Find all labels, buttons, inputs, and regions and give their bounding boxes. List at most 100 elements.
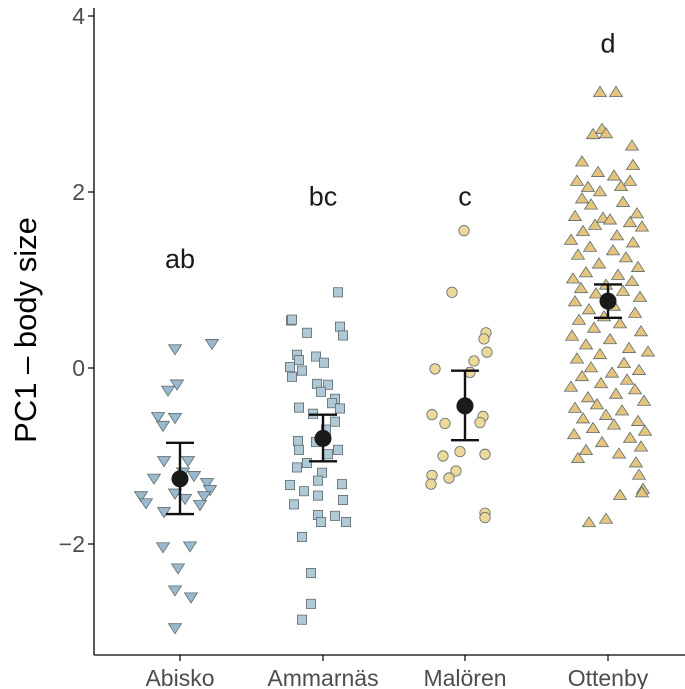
data-point [563, 233, 579, 245]
data-point [583, 198, 599, 210]
data-point [296, 531, 307, 542]
data-point [604, 366, 620, 378]
data-point [567, 401, 583, 413]
data-point [566, 427, 582, 440]
data-point [199, 478, 215, 490]
data-point [608, 387, 624, 399]
data-point [326, 398, 337, 409]
data-point [587, 218, 603, 230]
data-point [305, 568, 316, 579]
data-point [615, 284, 631, 296]
x-axis-ticks: Abisko Ammarnäs Malören Ottenby [145, 655, 649, 689]
data-point [624, 274, 640, 287]
data-point [450, 465, 462, 477]
data-point [633, 440, 649, 452]
data-point [609, 229, 625, 241]
data-point [627, 306, 643, 318]
data-point [613, 179, 629, 192]
data-point [293, 444, 304, 455]
data-point [574, 192, 590, 204]
data-point [612, 317, 628, 329]
data-point [633, 325, 649, 337]
data-point [133, 491, 149, 503]
data-point [574, 369, 590, 382]
y-tick-label: 4 [72, 3, 85, 29]
data-point [581, 303, 597, 315]
data-point [625, 158, 641, 170]
data-point [288, 499, 299, 510]
data-point [580, 391, 596, 403]
data-point [332, 287, 343, 298]
data-point [177, 493, 193, 506]
data-point [286, 371, 297, 382]
data-point [622, 215, 638, 228]
data-point [606, 418, 622, 430]
data-point [627, 383, 643, 395]
data-point [310, 351, 321, 362]
data-point [619, 373, 635, 385]
data-point [429, 363, 441, 375]
data-point [586, 321, 602, 333]
data-point [183, 592, 199, 604]
x-tick-label: Ammarnäs [267, 665, 378, 689]
data-point [334, 403, 345, 414]
data-point [318, 357, 329, 368]
group-mean-point [171, 470, 189, 488]
data-point [138, 498, 154, 510]
data-point [602, 332, 618, 345]
data-point [337, 494, 348, 505]
data-point [322, 379, 333, 390]
data-point [437, 450, 449, 462]
data-point [474, 416, 486, 429]
significance-letter: d [600, 28, 615, 58]
data-point [296, 365, 307, 376]
data-point [578, 266, 594, 278]
data-point [606, 169, 622, 181]
data-point [598, 512, 614, 524]
data-point [612, 488, 628, 500]
data-point [340, 517, 351, 528]
x-tick-label: Abisko [145, 665, 214, 689]
data-point [624, 139, 640, 151]
data-point [567, 295, 583, 307]
data-point [592, 347, 608, 360]
data-point [592, 85, 608, 97]
data-point [569, 174, 585, 186]
data-point [570, 248, 586, 260]
data-point [622, 431, 638, 443]
data-point [631, 468, 647, 480]
data-point [202, 485, 218, 497]
data-point [296, 614, 307, 625]
data-point [481, 346, 493, 358]
data-point [180, 456, 196, 468]
data-point [329, 416, 340, 427]
data-point [564, 329, 580, 341]
group-mean-point [599, 292, 617, 310]
data-point [602, 213, 618, 225]
data-point [565, 272, 581, 284]
data-point [567, 209, 583, 221]
data-point [150, 412, 166, 424]
data-point [468, 355, 480, 367]
x-tick-label: Malören [423, 665, 506, 689]
data-point [204, 339, 220, 351]
data-point [479, 448, 491, 460]
data-point [337, 330, 348, 341]
y-axis-ticks: −2 0 2 4 [59, 3, 94, 557]
mean-ci-layer [166, 283, 622, 516]
data-point [629, 207, 645, 219]
data-point [622, 174, 638, 186]
data-point [293, 402, 304, 413]
data-point [286, 314, 297, 325]
data-point [570, 451, 586, 463]
data-point [156, 456, 172, 468]
data-point [574, 155, 590, 167]
data-point [334, 321, 345, 332]
data-point [578, 338, 594, 350]
data-point [284, 480, 295, 491]
data-point [312, 475, 323, 486]
group-mean-point [314, 429, 332, 447]
data-point [322, 449, 333, 460]
data-point [196, 491, 212, 503]
